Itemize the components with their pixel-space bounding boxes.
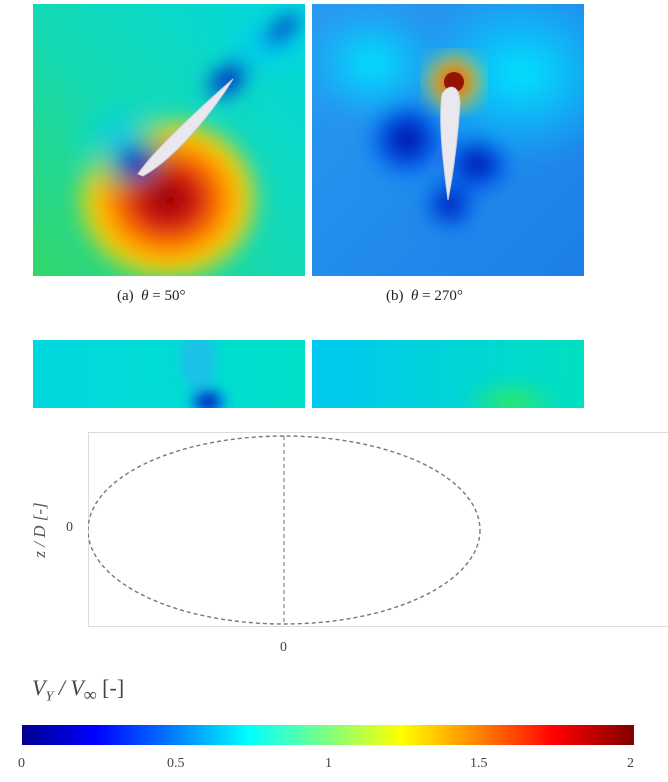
colorbar — [22, 725, 634, 745]
bottom-plot-svg — [88, 432, 668, 628]
panel-d-partial — [312, 340, 584, 408]
x-tick-0: 0 — [280, 640, 287, 656]
colorbar-title: VY / V∞ [-] — [32, 675, 124, 705]
panel-a-contour — [33, 4, 305, 276]
ylabel: z / D [-] — [30, 502, 50, 557]
bottom-plot — [88, 432, 668, 628]
colorbar-tick-1: 1 — [325, 756, 332, 772]
colorbar-tick-0.5: 0.5 — [167, 756, 185, 772]
colorbar-tick-1.5: 1.5 — [470, 756, 488, 772]
panel-c-partial — [33, 340, 305, 408]
caption-b: (b) θ = 270° — [386, 288, 463, 305]
y-tick-0: 0 — [66, 520, 73, 536]
caption-a: (a) θ = 50° — [117, 288, 186, 305]
plot-frame — [89, 433, 668, 627]
colorbar-tick-0: 0 — [18, 756, 25, 772]
colorbar-tick-2: 2 — [627, 756, 634, 772]
panel-b-contour — [312, 4, 584, 276]
